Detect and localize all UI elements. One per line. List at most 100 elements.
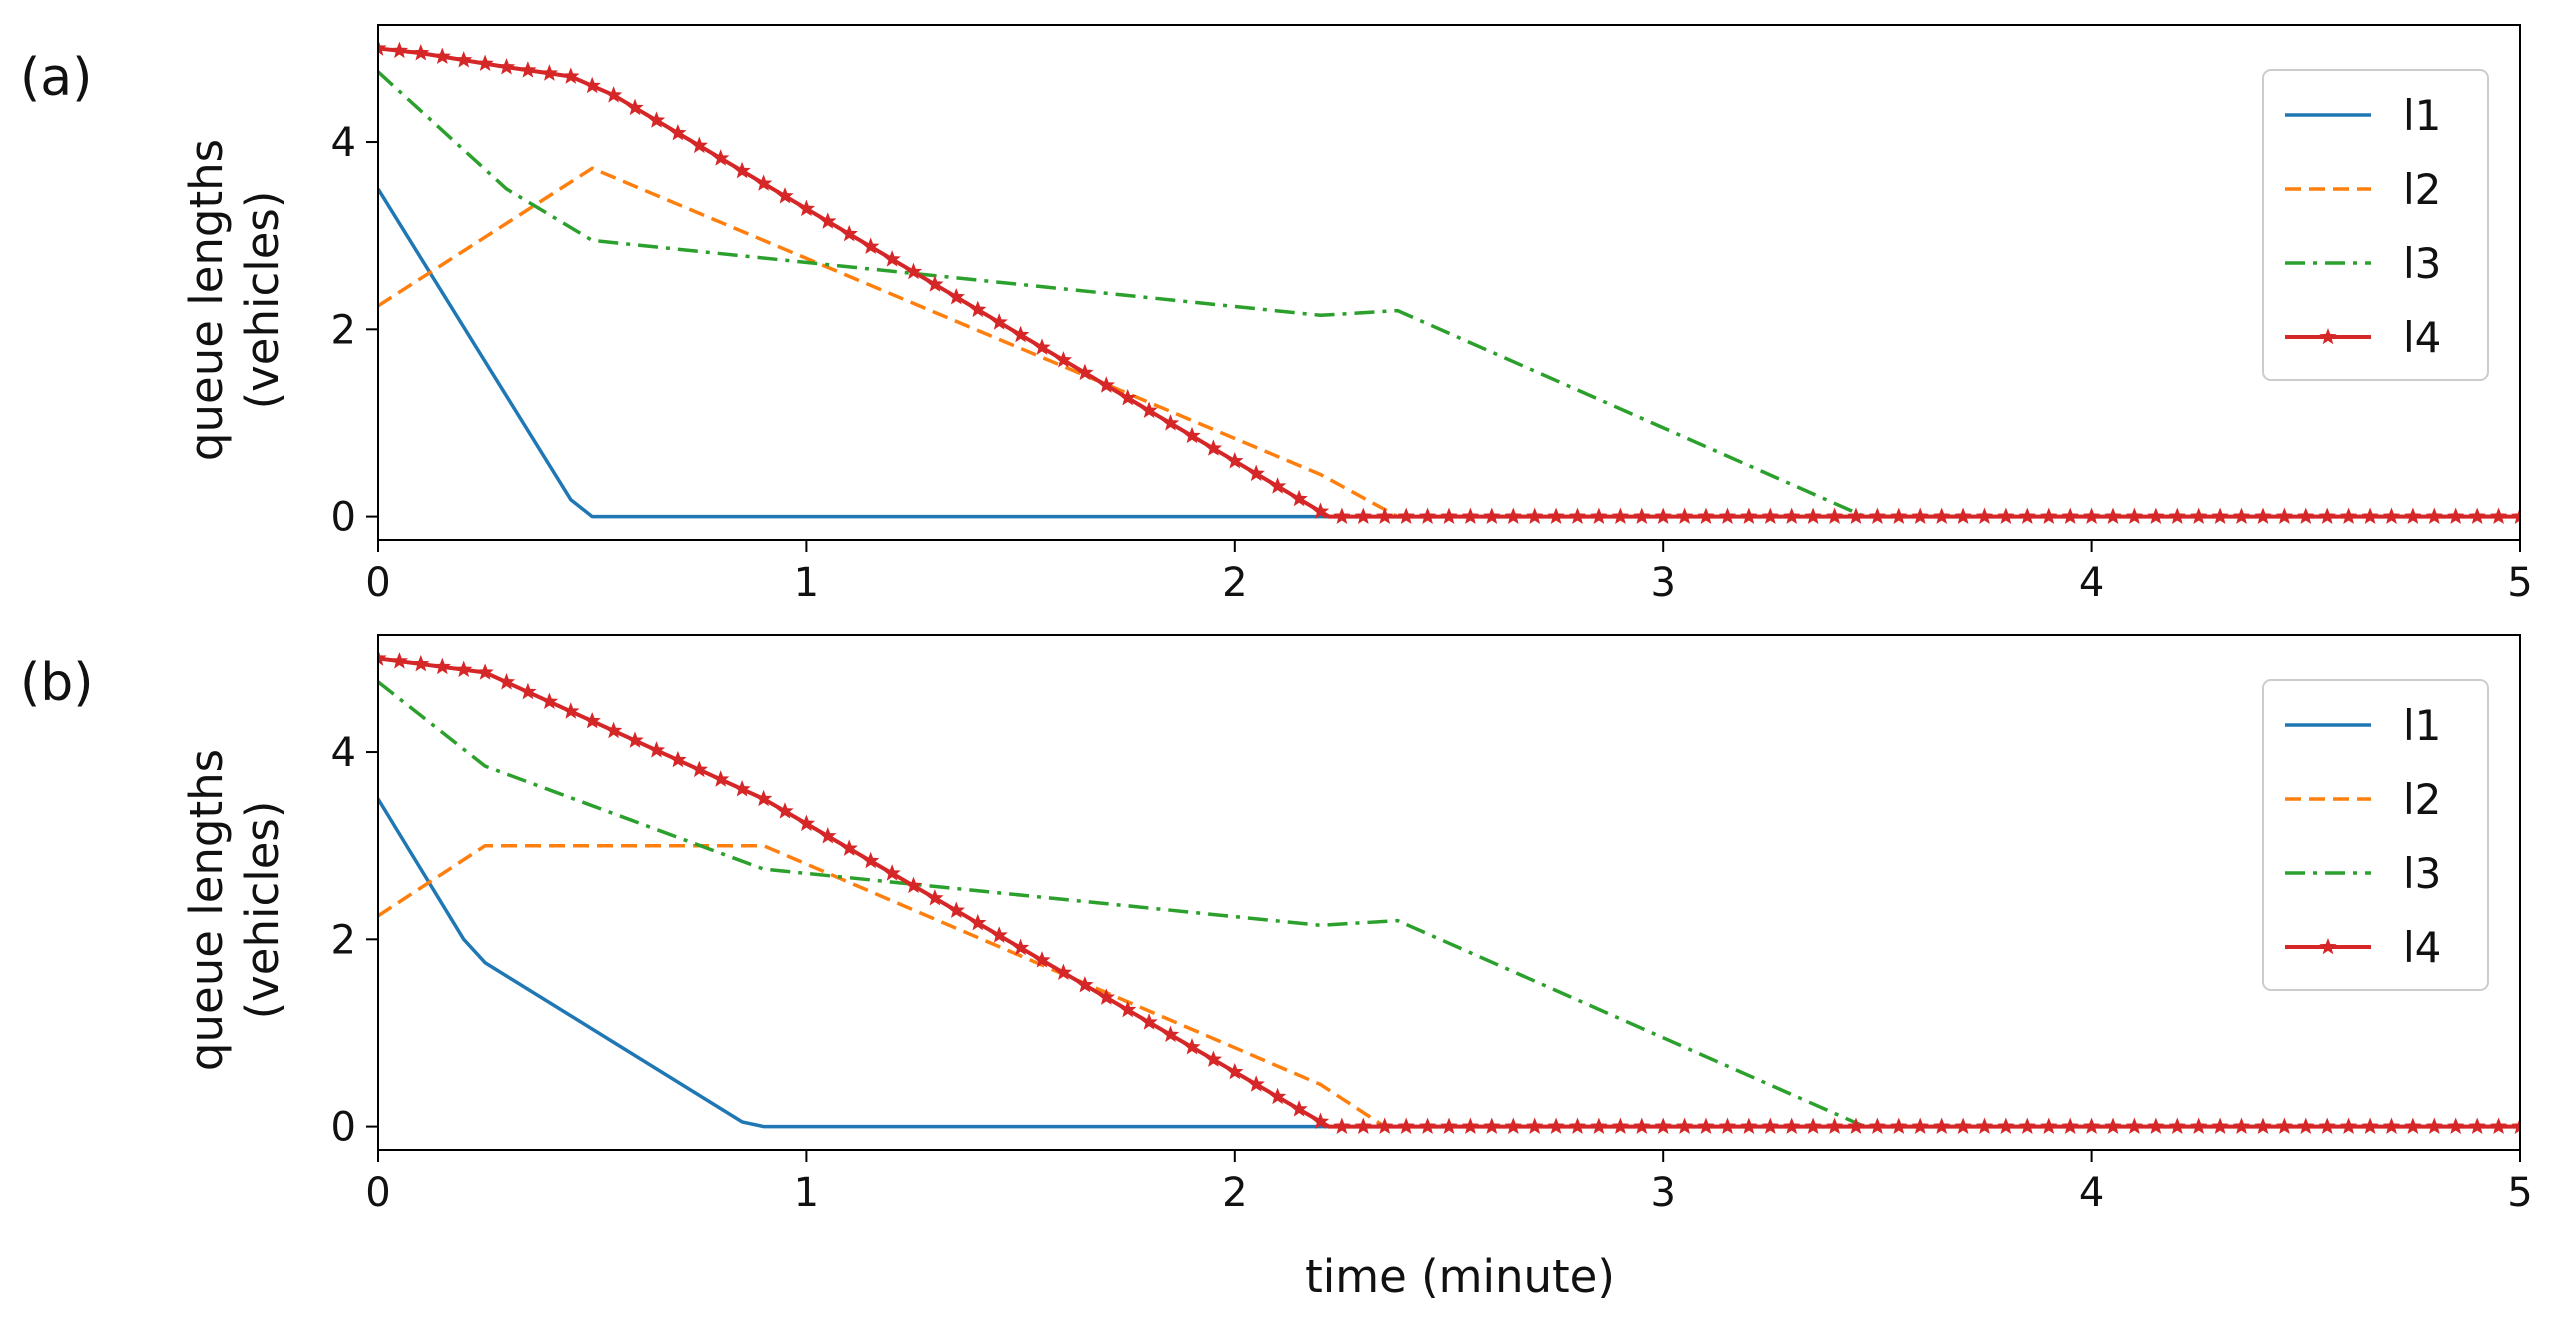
star-marker: [947, 901, 965, 919]
star-marker: [904, 876, 923, 894]
star-marker: [1268, 477, 1287, 494]
star-marker: [1933, 1117, 1951, 1135]
legend-label-l1: l1: [2403, 91, 2441, 140]
star-marker: [1568, 507, 1587, 525]
star-marker: [2104, 507, 2122, 525]
star-marker: [1440, 507, 1458, 525]
star-marker: [647, 111, 666, 128]
star-marker: [2018, 507, 2036, 525]
y-axis-label: queue lengths: [180, 139, 233, 461]
star-marker: [2125, 507, 2144, 525]
star-marker: [2425, 1117, 2443, 1135]
series-line-l2: [378, 166, 2520, 519]
star-marker: [1440, 1117, 1458, 1135]
star-marker: [2297, 1117, 2315, 1135]
star-marker: [990, 313, 1008, 330]
star-marker: [1033, 951, 1051, 968]
x-tick-label: 3: [1650, 1170, 1675, 1216]
star-marker: [776, 187, 794, 204]
star-marker: [1783, 1117, 1801, 1135]
star-marker: [1226, 1062, 1244, 1080]
star-marker: [2318, 507, 2336, 525]
x-tick-label: 1: [794, 560, 819, 606]
star-marker: [969, 913, 987, 931]
x-tick-label: 5: [2507, 1170, 2532, 1216]
star-marker: [1890, 507, 1908, 525]
star-marker: [2339, 1117, 2358, 1135]
star-marker: [2382, 1117, 2401, 1135]
star-marker: [926, 275, 944, 292]
star-marker: [1011, 938, 1030, 956]
star-marker: [1333, 1117, 1351, 1135]
star-marker: [712, 770, 730, 787]
star-marker: [378, 39, 387, 56]
star-marker: [476, 663, 494, 680]
plot-area: 0 1 2 3 4 5 0 2 4: [331, 634, 2533, 1216]
star-marker: [562, 67, 580, 84]
star-marker: [583, 711, 601, 729]
star-marker: [626, 731, 644, 748]
y-axis-label-line2: (vehicles): [236, 191, 289, 410]
star-marker: [1418, 507, 1437, 525]
star-marker: [1718, 1117, 1737, 1135]
star-marker: [476, 54, 494, 72]
star-marker: [1954, 1117, 1972, 1135]
star-marker: [583, 76, 601, 94]
star-marker: [1868, 1117, 1887, 1135]
star-marker: [647, 741, 666, 758]
star-marker: [2147, 507, 2165, 525]
star-marker: [1119, 388, 1137, 406]
star-marker: [2339, 507, 2358, 525]
star-marker: [797, 199, 816, 217]
star-marker: [1140, 401, 1158, 419]
x-tick-label: 0: [365, 560, 390, 606]
star-marker: [2082, 1117, 2101, 1135]
star-marker: [862, 851, 880, 869]
star-marker: [1226, 451, 1244, 469]
star-marker: [2082, 507, 2101, 525]
star-marker: [733, 779, 751, 797]
star-marker: [626, 98, 644, 116]
star-marker: [840, 224, 858, 242]
star-marker: [1097, 988, 1115, 1005]
star-marker: [1397, 507, 1415, 525]
star-marker: [990, 926, 1008, 943]
star-marker: [562, 702, 580, 719]
star-marker: [1654, 507, 1672, 525]
x-tick-label: 4: [2079, 1170, 2104, 1216]
star-marker: [690, 760, 708, 778]
star-marker: [1268, 1087, 1287, 1105]
star-marker: [947, 287, 965, 305]
star-marker: [2061, 507, 2079, 525]
star-marker: [519, 682, 537, 700]
panel-a: (a) queue lengths (vehicles) 0 1 2 3 4 5 0 2 4 l…: [20, 24, 2533, 606]
star-marker: [2297, 507, 2315, 525]
y-tick-label: 2: [331, 917, 356, 963]
star-marker: [1740, 1117, 1758, 1135]
star-marker: [1697, 507, 1715, 525]
y-tick-label: 4: [331, 120, 356, 166]
star-marker: [1868, 507, 1887, 525]
star-marker: [1140, 1013, 1158, 1030]
star-marker: [455, 660, 473, 678]
panel-b: (b) queue lengths (vehicles) 0 1 2 3 4 5 0 2 4 l…: [20, 634, 2533, 1216]
star-marker: [378, 649, 387, 666]
legend-label-l1: l1: [2403, 701, 2441, 750]
star-marker: [776, 802, 794, 819]
legend-label-l3: l3: [2403, 849, 2441, 898]
star-marker: [1418, 1117, 1437, 1135]
panel-label: (b): [20, 653, 94, 713]
star-marker: [1911, 1117, 1929, 1135]
star-marker: [1354, 507, 1372, 525]
series-line-l1: [378, 797, 2520, 1129]
star-marker: [2361, 1117, 2379, 1135]
star-marker: [1161, 1025, 1180, 1043]
star-marker: [2232, 1117, 2251, 1135]
star-marker: [2489, 507, 2508, 525]
star-marker: [497, 57, 516, 75]
x-axis-label: time (minute): [1305, 1250, 1615, 1303]
y-tick-label: 4: [331, 730, 356, 776]
star-marker: [2168, 1117, 2186, 1135]
series-group: [378, 649, 2520, 1135]
